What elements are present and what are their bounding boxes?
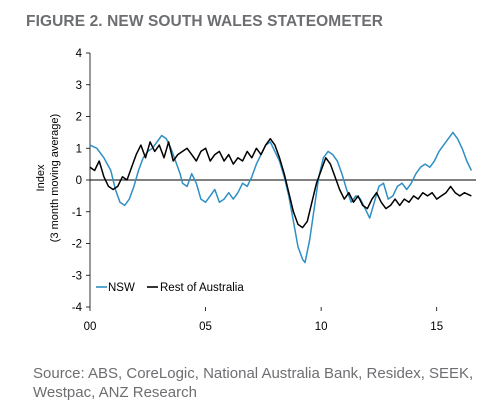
y-axis-title: Index (3 month moving average)	[35, 114, 61, 242]
series-layer	[89, 131, 473, 264]
series-line-rest-of-australia	[89, 137, 472, 229]
y-tick-label: 2	[76, 112, 82, 124]
y-tick-label: 0	[76, 175, 82, 187]
y-axis: 4 3 2 1 0 -1 -2 -3 -4	[72, 48, 91, 314]
y-axis-title-line1: Index	[35, 164, 47, 191]
y-tick-label: 4	[76, 48, 83, 60]
y-tick-label: -3	[72, 270, 82, 282]
y-tick-label: 1	[76, 143, 82, 155]
x-tick-label: 05	[199, 321, 212, 333]
legend-label-rest-of-australia: Rest of Australia	[160, 282, 244, 294]
y-axis-title-line2: (3 month moving average)	[49, 114, 61, 242]
x-tick-label: 10	[315, 321, 328, 333]
y-tick-label: -4	[72, 302, 83, 314]
y-tick-label: 3	[76, 80, 82, 92]
legend-label-nsw: NSW	[108, 282, 135, 294]
source-note: Source: ABS, CoreLogic, National Austral…	[33, 365, 474, 401]
y-tick-label: -1	[72, 207, 82, 219]
x-tick-label: 15	[430, 321, 443, 333]
legend: NSW Rest of Australia	[96, 282, 244, 294]
x-tick-label: 00	[84, 321, 97, 333]
y-tick-label: -2	[72, 239, 82, 251]
chart-title: FIGURE 2. NEW SOUTH WALES STATEOMETER	[26, 13, 384, 30]
x-axis: 00 05 10 15	[84, 307, 443, 333]
